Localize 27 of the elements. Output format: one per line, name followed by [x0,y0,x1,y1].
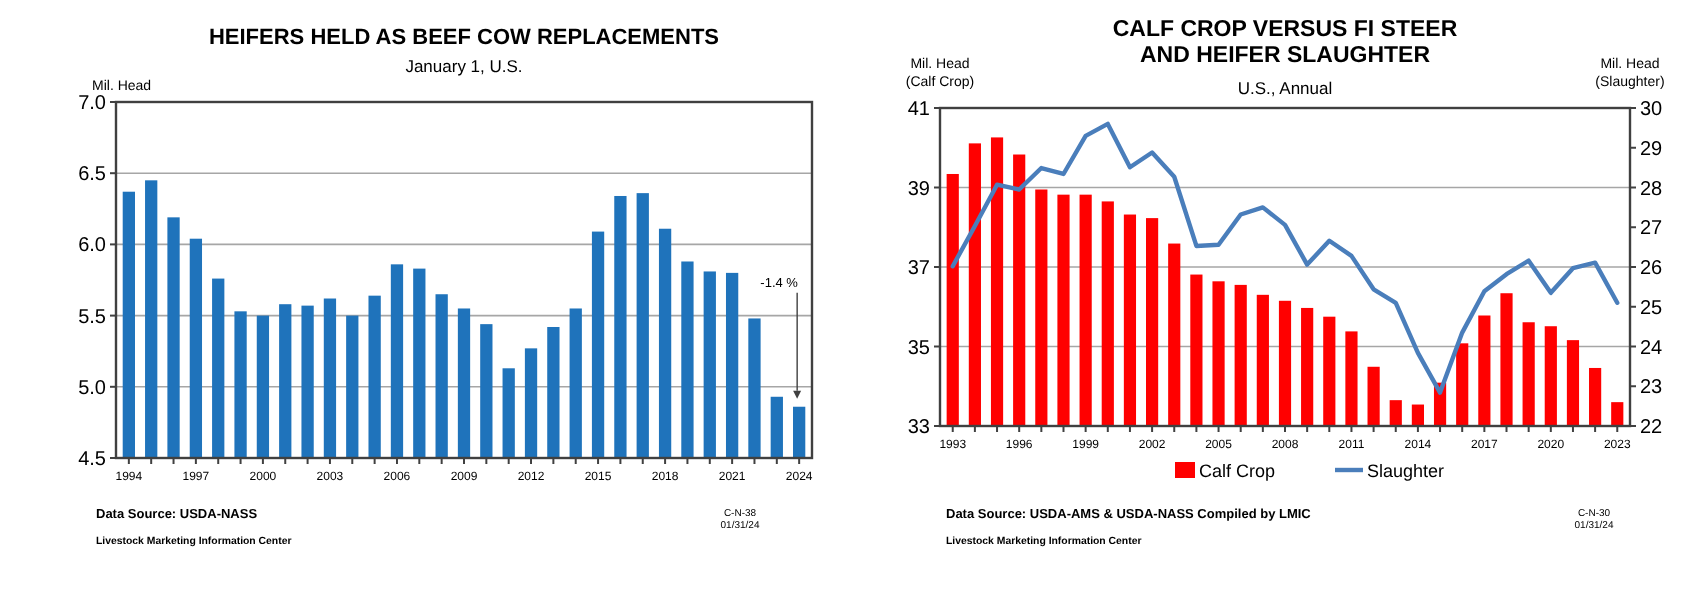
legend-label: Calf Crop [1199,461,1276,481]
legend-label: Slaughter [1367,461,1445,481]
y2-tick-label: 28 [1640,178,1664,201]
y-tick-label: 6.0 [78,235,107,258]
y-tick-label: 35 [907,337,931,360]
y-tick-label: 6.5 [78,164,107,187]
y2-tick-label: 25 [1640,297,1664,320]
chart-subtitle: U.S., Annual [1237,78,1333,98]
y2-tick-label: 23 [1640,377,1664,400]
chart-subtitle: January 1, U.S. [405,56,523,76]
line-series [950,121,1620,395]
y2-tick-label: 26 [1640,258,1664,280]
chart-title: CALF CROP VERSUS FI STEER AND HEIFER SLAUGHTER [1112,18,1459,68]
y2-tick-label: 27 [1640,218,1664,241]
y-tick-label: 37 [907,258,931,280]
chart-title: HEIFERS HELD AS BEEF COW REPLACEMENTS [208,26,720,50]
y-tick-label: 7.0 [78,93,107,115]
y-tick-label: 5.5 [78,306,107,329]
y2-tick-label: 29 [1640,138,1664,161]
y2-tick-label: 24 [1640,337,1664,360]
y-tick-label: 33 [907,417,931,439]
y2-tick-label: 22 [1640,417,1664,439]
y2-tick-label: 30 [1640,99,1664,121]
y-tick-label: 4.5 [78,449,107,471]
y-tick-label: 41 [907,99,931,121]
y-tick-label: 5.0 [78,377,107,400]
y-tick-label: 39 [907,178,931,201]
